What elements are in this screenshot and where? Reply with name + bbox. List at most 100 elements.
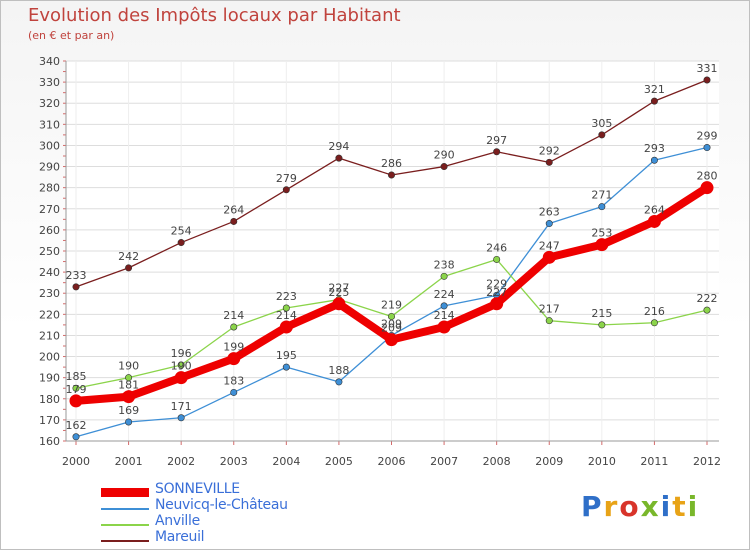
- data-label-mareuil: 233: [66, 269, 87, 282]
- data-label-sonneville: 209: [381, 322, 402, 335]
- data-point-anville: [230, 323, 238, 331]
- data-point-neuvicq-le-ch-teau: [598, 203, 606, 211]
- data-label-sonneville: 247: [539, 239, 560, 252]
- data-label-anville: 216: [644, 305, 665, 318]
- data-point-neuvicq-le-ch-teau: [545, 220, 553, 228]
- data-point-anville: [440, 272, 448, 280]
- y-tick-label: 320: [39, 97, 60, 110]
- data-point-sonneville: [332, 297, 346, 311]
- data-label-mareuil: 331: [697, 62, 718, 75]
- data-label-neuvicq-le-ch-teau: 162: [66, 419, 87, 432]
- data-point-neuvicq-le-ch-teau: [230, 388, 238, 396]
- y-tick-label: 340: [39, 55, 60, 68]
- x-tick-label: 2012: [693, 455, 721, 468]
- y-tick-label: 310: [39, 118, 60, 131]
- data-label-neuvicq-le-ch-teau: 263: [539, 206, 560, 219]
- brand-letter: i: [660, 490, 673, 523]
- data-label-neuvicq-le-ch-teau: 171: [171, 400, 192, 413]
- legend-label: Mareuil: [155, 529, 205, 545]
- data-point-mareuil: [282, 186, 290, 194]
- data-point-anville: [545, 317, 553, 325]
- data-point-sonneville: [279, 320, 293, 334]
- data-point-sonneville: [174, 371, 188, 385]
- data-label-sonneville: 214: [434, 309, 455, 322]
- y-tick-label: 240: [39, 266, 60, 279]
- y-tick-label: 160: [39, 435, 60, 448]
- data-point-sonneville: [595, 238, 609, 252]
- data-point-mareuil: [387, 171, 395, 179]
- data-label-sonneville: 190: [171, 360, 192, 373]
- data-label-mareuil: 297: [486, 134, 507, 147]
- x-tick-label: 2007: [430, 455, 458, 468]
- data-label-neuvicq-le-ch-teau: 183: [223, 374, 244, 387]
- data-label-mareuil: 242: [118, 250, 139, 263]
- data-point-anville: [493, 255, 501, 263]
- y-tick-label: 260: [39, 224, 60, 237]
- legend-swatch-mareuil: [101, 540, 149, 542]
- data-label-mareuil: 292: [539, 144, 560, 157]
- data-point-neuvicq-le-ch-teau: [335, 378, 343, 386]
- y-tick-label: 250: [39, 245, 60, 258]
- data-point-anville: [703, 306, 711, 314]
- data-label-neuvicq-le-ch-teau: 293: [644, 142, 665, 155]
- data-point-mareuil: [545, 158, 553, 166]
- data-point-anville: [177, 361, 185, 369]
- y-tick-label: 220: [39, 308, 60, 321]
- brand-letter: P: [581, 490, 604, 523]
- y-tick-label: 300: [39, 139, 60, 152]
- data-label-mareuil: 305: [591, 117, 612, 130]
- x-tick-label: 2009: [535, 455, 563, 468]
- data-label-sonneville: 264: [644, 203, 665, 216]
- data-point-mareuil: [650, 97, 658, 105]
- brand-letter: o: [619, 490, 641, 523]
- data-label-anville: 214: [223, 309, 244, 322]
- data-point-anville: [125, 374, 133, 382]
- data-label-neuvicq-le-ch-teau: 169: [118, 404, 139, 417]
- data-point-sonneville: [122, 390, 136, 404]
- data-point-sonneville: [437, 320, 451, 334]
- data-label-anville: 215: [591, 307, 612, 320]
- data-label-anville: 190: [118, 360, 139, 373]
- x-tick-label: 2006: [378, 455, 406, 468]
- data-label-sonneville: 199: [223, 341, 244, 354]
- chart-subtitle: (en € et par an): [28, 29, 115, 42]
- data-label-sonneville: 225: [328, 286, 349, 299]
- data-point-mareuil: [440, 163, 448, 171]
- data-point-anville: [598, 321, 606, 329]
- data-label-sonneville: 253: [591, 227, 612, 240]
- data-label-sonneville: 181: [118, 379, 139, 392]
- data-label-neuvicq-le-ch-teau: 195: [276, 349, 297, 362]
- data-point-sonneville: [69, 394, 83, 408]
- data-label-anville: 246: [486, 241, 507, 254]
- x-tick-label: 2008: [483, 455, 511, 468]
- legend-label: SONNEVILLE: [155, 481, 240, 497]
- y-tick-label: 210: [39, 329, 60, 342]
- y-tick-label: 170: [39, 414, 60, 427]
- y-tick-label: 200: [39, 351, 60, 364]
- data-point-mareuil: [335, 154, 343, 162]
- data-point-mareuil: [703, 76, 711, 84]
- data-label-anville: 227: [328, 282, 349, 295]
- data-point-neuvicq-le-ch-teau: [440, 302, 448, 310]
- data-label-mareuil: 321: [644, 83, 665, 96]
- data-point-neuvicq-le-ch-teau: [177, 414, 185, 422]
- brand-letter: t: [672, 490, 688, 523]
- y-tick-label: 280: [39, 182, 60, 195]
- data-label-mareuil: 254: [171, 225, 192, 238]
- data-label-anville: 223: [276, 290, 297, 303]
- x-tick-label: 2010: [588, 455, 616, 468]
- data-point-sonneville: [490, 297, 504, 311]
- data-point-mareuil: [177, 239, 185, 247]
- data-point-neuvicq-le-ch-teau: [72, 433, 80, 441]
- data-point-anville: [72, 384, 80, 392]
- data-label-sonneville: 280: [697, 170, 718, 183]
- brand-letter: i: [687, 490, 700, 523]
- legend-swatch-anville: [101, 524, 149, 526]
- data-point-mareuil: [598, 131, 606, 139]
- data-label-sonneville: 214: [276, 309, 297, 322]
- x-tick-label: 2004: [272, 455, 300, 468]
- data-label-neuvicq-le-ch-teau: 271: [591, 189, 612, 202]
- data-label-neuvicq-le-ch-teau: 188: [328, 364, 349, 377]
- data-point-anville: [387, 312, 395, 320]
